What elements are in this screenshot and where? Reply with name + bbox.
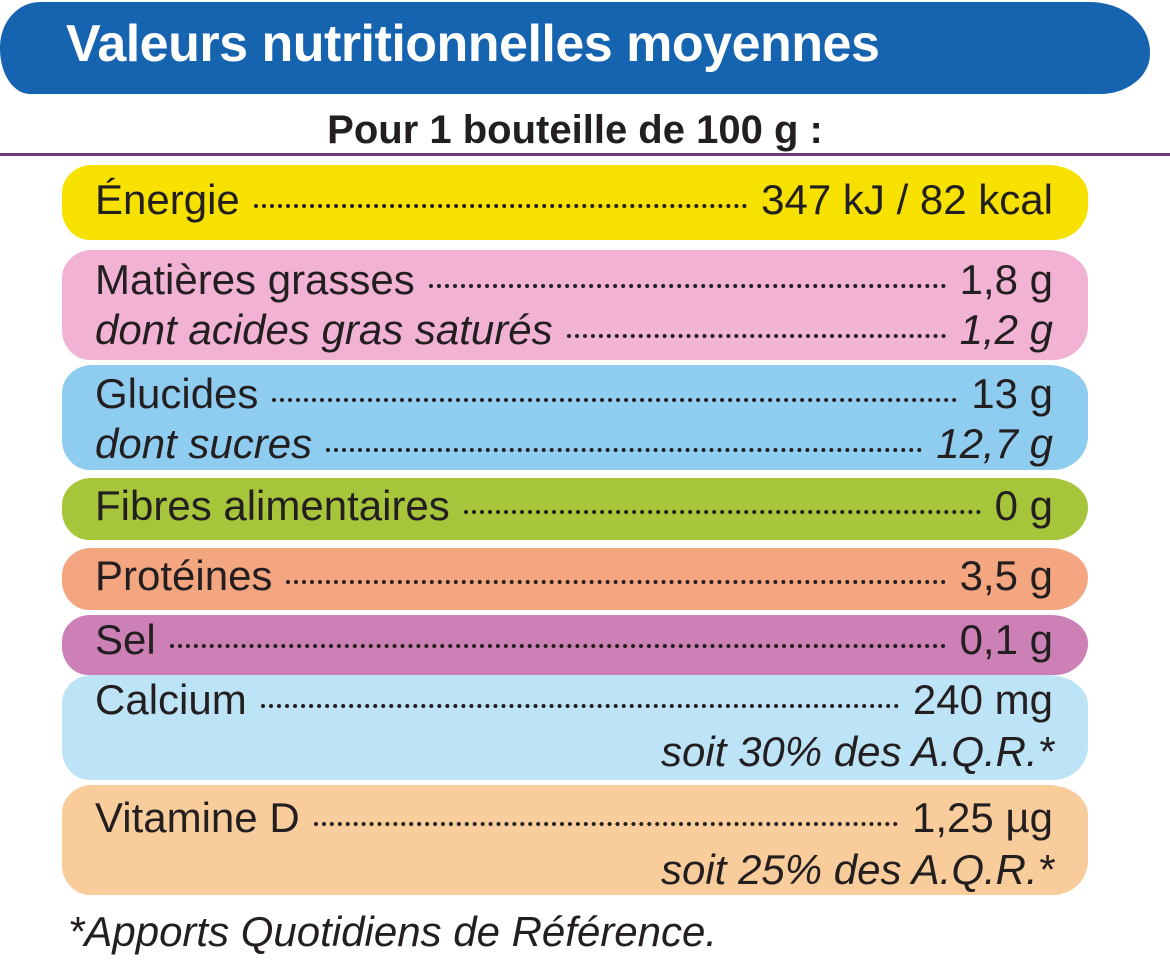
row-band — [62, 165, 1088, 240]
nutrient-label: Sel — [95, 616, 156, 663]
dot-leader — [326, 448, 923, 452]
row-band — [62, 548, 1088, 610]
reference-note: soit 25% des A.Q.R.* — [661, 846, 1054, 893]
nutrient-value: 3,5 g — [959, 552, 1053, 599]
reference-note: soit 30% des A.Q.R.* — [661, 728, 1054, 775]
nutrient-label: Protéines — [95, 552, 273, 599]
nutrient-value: 240 mg — [912, 676, 1053, 723]
nutrient-value: 0 g — [994, 482, 1053, 529]
title: Valeurs nutritionnelles moyennes — [66, 15, 880, 73]
nutrient-value: 1,2 g — [959, 306, 1053, 353]
nutrient-line: Énergie 347 kJ / 82 kcal — [95, 176, 1053, 224]
nutrient-line: Glucides 13 g — [95, 370, 1053, 418]
nutrient-line: dont sucres 12,7 g — [95, 420, 1053, 468]
nutrient-value: 12,7 g — [936, 420, 1053, 467]
nutrient-label: Énergie — [95, 176, 240, 223]
row-band — [62, 250, 1088, 360]
dot-leader — [566, 334, 946, 338]
nutrient-value: 1,8 g — [959, 256, 1053, 303]
nutrient-label: Fibres alimentaires — [95, 482, 450, 529]
nutrient-label: dont sucres — [95, 420, 313, 467]
nutrient-line: Matières grasses 1,8 g — [95, 256, 1053, 304]
dot-leader — [272, 398, 958, 402]
nutrient-value: 0,1 g — [959, 616, 1053, 663]
dot-leader — [260, 704, 899, 708]
row-band — [62, 365, 1088, 470]
dot-leader — [463, 510, 981, 514]
nutrient-value: 347 kJ / 82 kcal — [761, 176, 1053, 223]
divider — [0, 153, 1170, 156]
row-band — [62, 478, 1088, 540]
nutrient-line: Sel 0,1 g — [95, 616, 1053, 664]
row-band — [62, 675, 1088, 780]
dot-leader — [169, 644, 946, 648]
dot-leader — [313, 822, 899, 826]
dot-leader — [286, 580, 946, 584]
nutrient-label: Glucides — [95, 370, 259, 417]
subtitle: Pour 1 bouteille de 100 g : — [327, 108, 823, 152]
row-band — [62, 785, 1088, 895]
nutrient-label: Matières grasses — [95, 256, 415, 303]
dot-leader — [428, 284, 946, 288]
nutrient-line: Protéines 3,5 g — [95, 552, 1053, 600]
footnote: *Apports Quotidiens de Référence. — [68, 908, 718, 955]
dot-leader — [253, 204, 748, 208]
nutrient-line: Vitamine D 1,25 µg — [95, 794, 1053, 842]
title-band — [0, 2, 1150, 94]
nutrient-label: dont acides gras saturés — [95, 306, 553, 353]
nutrient-line: dont acides gras saturés 1,2 g — [95, 306, 1053, 354]
nutrient-value: 1,25 µg — [912, 794, 1053, 841]
nutrient-label: Vitamine D — [95, 794, 300, 841]
nutrient-label: Calcium — [95, 676, 247, 723]
nutrient-value: 13 g — [971, 370, 1053, 417]
nutrient-line: Fibres alimentaires 0 g — [95, 482, 1053, 530]
nutrient-line: Calcium 240 mg — [95, 676, 1053, 724]
